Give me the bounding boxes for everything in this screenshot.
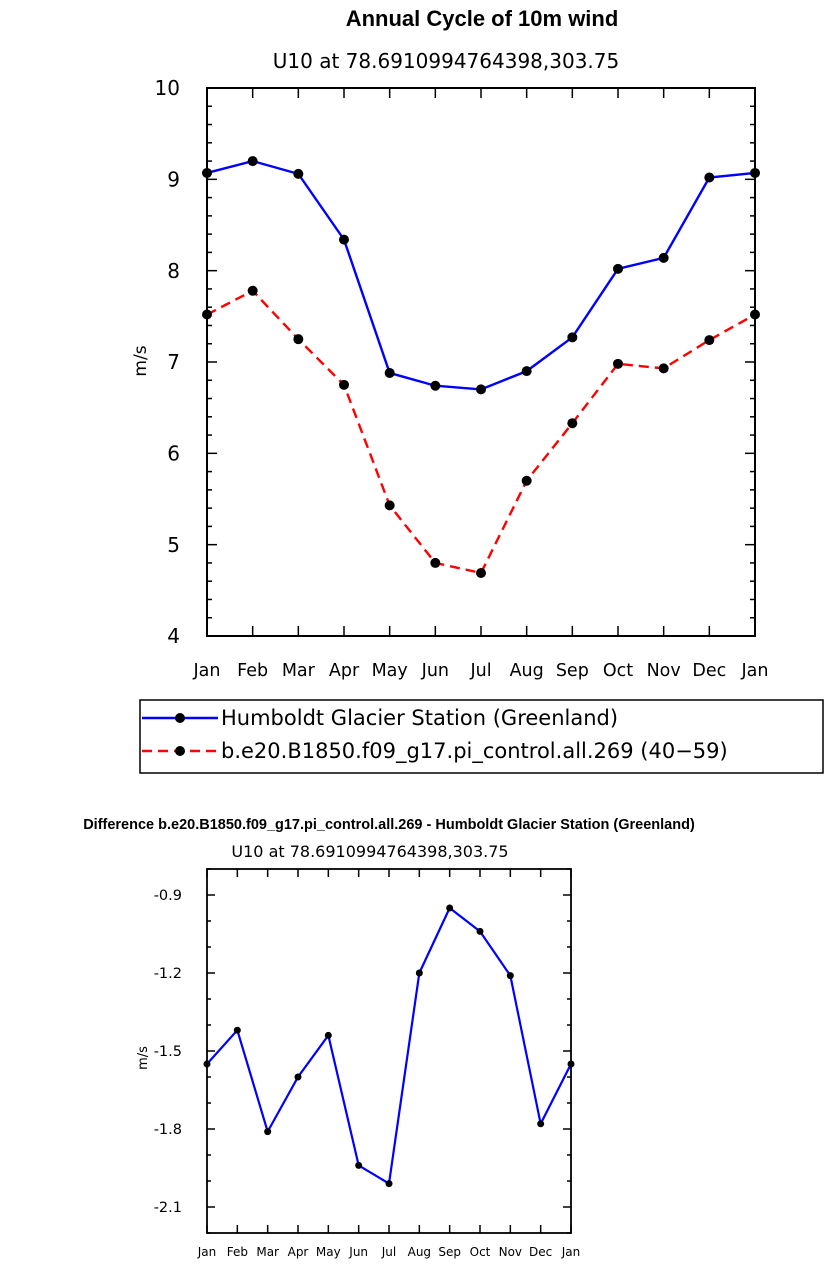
chart2-series-0-point bbox=[415, 969, 423, 977]
chart1-series-0-point bbox=[476, 384, 486, 395]
chart2-xtick-label: Feb bbox=[227, 1245, 248, 1259]
chart1-series-1-point bbox=[704, 335, 715, 346]
chart1-xtick-label: Aug bbox=[510, 661, 544, 681]
chart2-xtick-label: Oct bbox=[470, 1245, 491, 1259]
chart1-xtick-label: Dec bbox=[692, 661, 726, 681]
chart1-ytick-label: 6 bbox=[167, 442, 180, 466]
chart2-xtick-label: Apr bbox=[288, 1245, 309, 1259]
chart1-xtick-label: Feb bbox=[237, 661, 268, 681]
chart1-series-0-point bbox=[613, 263, 623, 274]
chart2-xtick-label: Dec bbox=[529, 1245, 552, 1259]
chart2-series-0-point bbox=[385, 1180, 393, 1188]
chart1-xtick-label: Nov bbox=[647, 661, 681, 681]
chart2-ytick-label: -2.1 bbox=[154, 1200, 182, 1216]
chart2-xtick-label: Aug bbox=[408, 1245, 431, 1259]
chart1-ytick-label: 4 bbox=[167, 624, 180, 648]
chart1-series-1-point bbox=[613, 358, 623, 369]
chart2-series-0-point bbox=[324, 1031, 332, 1039]
chart1-xtick-label: Jan bbox=[193, 661, 221, 681]
legend-marker-humboldt bbox=[175, 713, 185, 723]
chart1-series bbox=[202, 156, 760, 578]
chart2-series-0-point bbox=[264, 1128, 272, 1136]
chart1-xtick-label: Jul bbox=[469, 661, 491, 681]
chart2-series-0-point bbox=[506, 972, 514, 980]
chart1-series-1-point bbox=[521, 475, 532, 486]
chart1-series-line-1 bbox=[206, 289, 756, 575]
chart2-xtick-label: Jun bbox=[348, 1245, 368, 1259]
chart2-plot-frame bbox=[206, 868, 572, 1234]
chart1-series-1-point bbox=[339, 379, 349, 390]
chart1-plot-frame bbox=[206, 87, 756, 637]
chart2-xtick-label: Jan bbox=[561, 1245, 581, 1259]
chart2-series-0-point bbox=[294, 1073, 302, 1081]
chart2-xtick-label: Nov bbox=[499, 1245, 522, 1259]
chart1-ticks: 4 5 6 7 8 9 10 Jan Feb Mar Apr May Jun Jul Aug Sep Oct No… bbox=[155, 76, 769, 681]
chart2-series bbox=[203, 904, 575, 1188]
chart1-series-1-point bbox=[293, 334, 304, 345]
legend-label-humboldt: Humboldt Glacier Station (Greenland) bbox=[221, 706, 618, 730]
chart1-series-1-point bbox=[658, 363, 669, 374]
chart2-ytick-label: -1.5 bbox=[154, 1044, 182, 1060]
chart2-xtick-label: Jul bbox=[381, 1245, 396, 1259]
chart1-series-0-point bbox=[339, 234, 349, 245]
chart1-subtitle: U10 at 78.6910994764398,303.75 bbox=[273, 49, 619, 73]
chart1-xtick-label: Apr bbox=[329, 661, 360, 681]
chart2-series-0-point bbox=[233, 1026, 241, 1034]
chart2-ylabel: m/s bbox=[136, 1046, 151, 1070]
legend-label-model: b.e20.B1850.f09_g17.pi_control.all.269 (… bbox=[221, 739, 728, 764]
chart1-series-0-point bbox=[658, 252, 669, 263]
chart1-xtick-label: Mar bbox=[282, 661, 316, 681]
chart1-series-line-0 bbox=[206, 159, 756, 391]
chart1-legend-box bbox=[139, 699, 824, 774]
chart1-ytick-label: 7 bbox=[167, 350, 180, 374]
chart1-series-1-point bbox=[384, 500, 395, 511]
chart1-ytick-label: 9 bbox=[167, 168, 180, 192]
legend-item-model: b.e20.B1850.f09_g17.pi_control.all.269 (… bbox=[142, 739, 728, 764]
legend-item-humboldt: Humboldt Glacier Station (Greenland) bbox=[142, 706, 618, 730]
chart1-ytick-label: 8 bbox=[167, 259, 180, 283]
chart1-xtick-label: Oct bbox=[603, 661, 633, 681]
chart1-series-1-point bbox=[247, 285, 258, 296]
chart1-series-0-point bbox=[704, 172, 715, 183]
chart2-series-0-point bbox=[355, 1161, 363, 1169]
chart1-series-0-point bbox=[247, 156, 258, 167]
chart1-ylabel: m/s bbox=[131, 345, 151, 376]
chart2-subtitle: U10 at 78.6910994764398,303.75 bbox=[231, 842, 508, 861]
chart2-series-0-point bbox=[446, 904, 454, 912]
chart1-ytick-label: 5 bbox=[167, 533, 180, 557]
chart1-series-0-point bbox=[567, 332, 578, 343]
chart2-series-0-point bbox=[476, 927, 484, 935]
chart2-xtick-label: Mar bbox=[256, 1245, 279, 1259]
chart1-series-0-point bbox=[521, 366, 532, 377]
chart2-series-line-0 bbox=[206, 906, 572, 1186]
chart1-xtick-label: May bbox=[372, 661, 408, 681]
chart1-title: Annual Cycle of 10m wind bbox=[346, 6, 619, 31]
chart1-series-0-point bbox=[293, 168, 304, 179]
chart2-ytick-label: -0.9 bbox=[154, 888, 182, 904]
chart1-series-0-point bbox=[430, 380, 441, 391]
chart2-ticks: -0.9 -1.2 -1.5 -1.8 -2.1 Jan Feb Mar Apr May Jun Ju… bbox=[154, 868, 581, 1259]
chart1-series-0-point bbox=[384, 367, 395, 378]
chart2-xtick-label: May bbox=[316, 1245, 341, 1259]
chart1-xtick-label: Jun bbox=[421, 661, 449, 681]
chart1-series-1-point bbox=[430, 557, 441, 568]
chart1-xtick-label: Jan bbox=[741, 661, 769, 681]
chart2-ytick-label: -1.2 bbox=[154, 966, 182, 982]
chart2-xtick-label: Jan bbox=[197, 1245, 217, 1259]
chart1-xtick-label: Sep bbox=[556, 661, 589, 681]
chart2-xtick-label: Sep bbox=[438, 1245, 461, 1259]
chart1-series-1-point bbox=[476, 567, 486, 578]
chart2-ytick-label: -1.8 bbox=[154, 1122, 182, 1138]
legend-marker-model bbox=[175, 746, 185, 756]
chart1-ytick-label: 10 bbox=[155, 76, 180, 100]
chart2-title: Difference b.e20.B1850.f09_g17.pi_contro… bbox=[83, 817, 695, 833]
chart1-series-1-point bbox=[567, 418, 578, 429]
chart2-series-0-point bbox=[537, 1120, 545, 1128]
